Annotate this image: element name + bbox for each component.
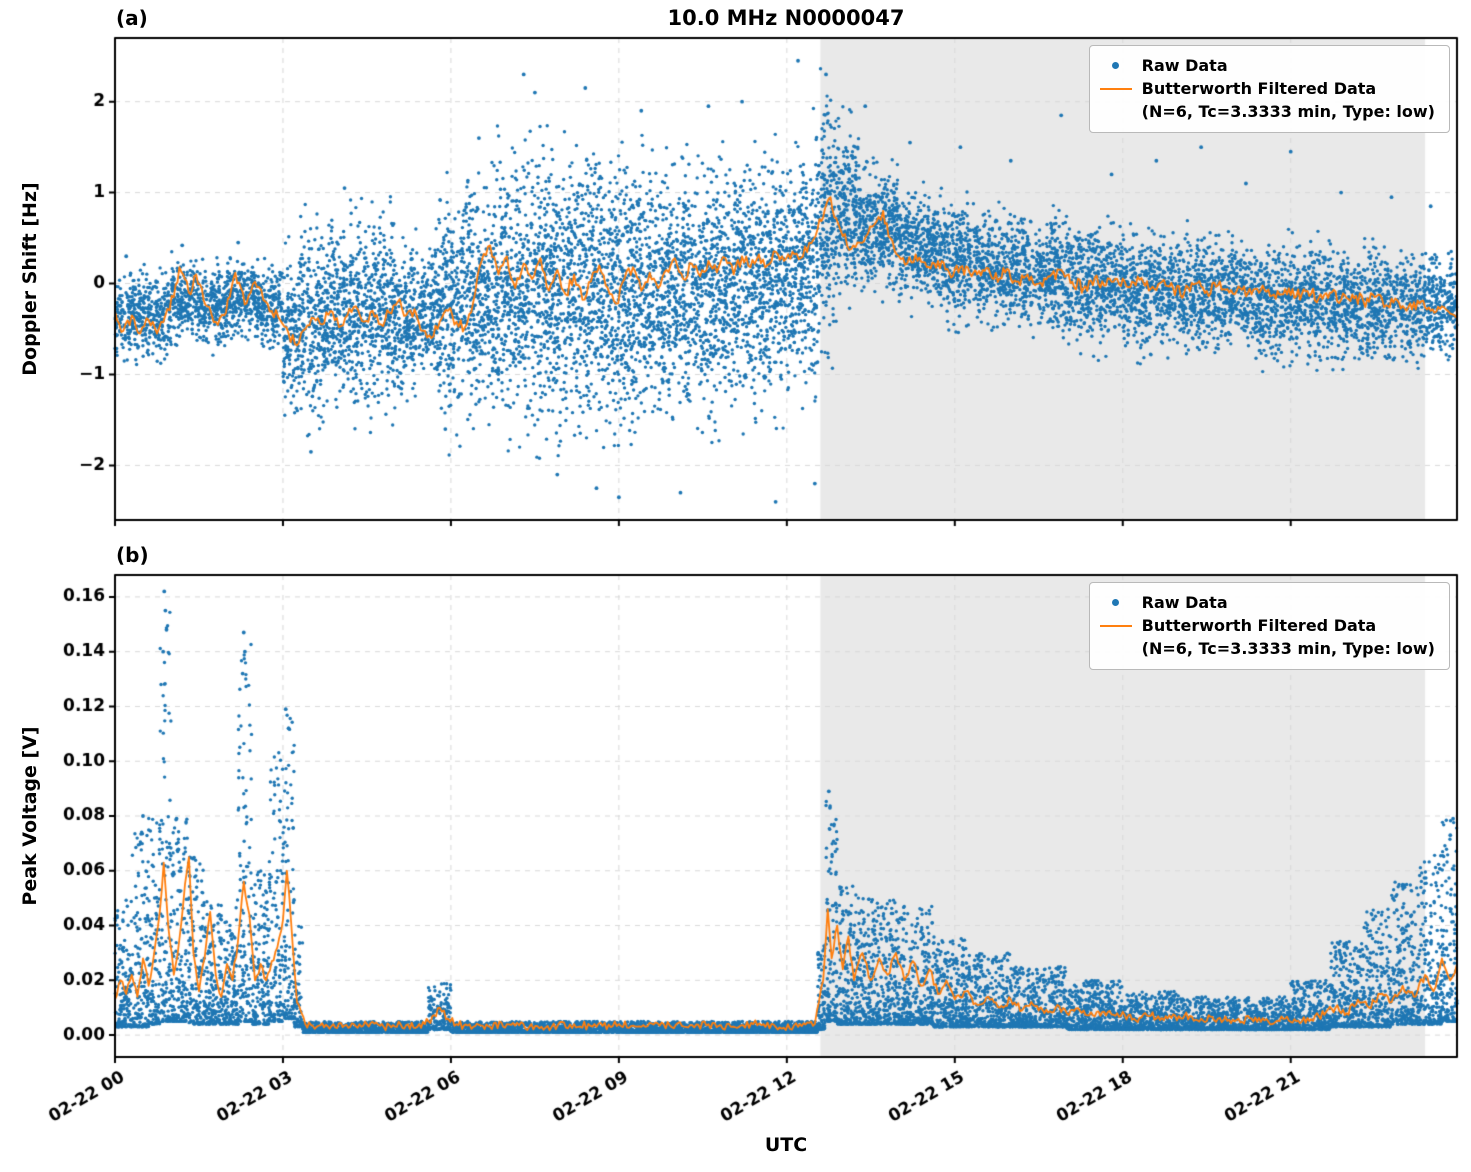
legend-filtered-sublabel: (N=6, Tc=3.3333 min, Type: low) — [1141, 102, 1435, 122]
legend-raw-label: Raw Data — [1141, 56, 1228, 75]
y-axis-label-voltage: Peak Voltage [V] — [19, 726, 41, 906]
legend-filtered-label: Butterworth Filtered Data — [1141, 79, 1377, 99]
filtered-line-marker-icon — [1099, 624, 1132, 627]
raw-data-marker-icon — [1111, 62, 1119, 70]
legend-entry-raw: Raw Data — [1100, 54, 1435, 77]
panel-a-label: (a) — [116, 6, 148, 30]
legend-filtered-sublabel: (N=6, Tc=3.3333 min, Type: low) — [1141, 639, 1435, 659]
panel-b-label: (b) — [116, 543, 149, 567]
legend-entry-filtered-sub: (N=6, Tc=3.3333 min, Type: low) — [1100, 637, 1435, 660]
legend-panel-a: Raw Data Butterworth Filtered Data (N=6,… — [1088, 45, 1450, 133]
legend-entry-filtered: Butterworth Filtered Data — [1099, 77, 1435, 100]
figure-title: 10.0 MHz N0000047 — [667, 6, 905, 30]
legend-entry-raw: Raw Data — [1100, 591, 1435, 614]
legend-filtered-label: Butterworth Filtered Data — [1141, 616, 1377, 636]
legend-panel-b: Raw Data Butterworth Filtered Data (N=6,… — [1088, 582, 1450, 670]
x-axis-label: UTC — [764, 1134, 808, 1156]
legend-raw-label: Raw Data — [1141, 593, 1228, 612]
legend-entry-filtered-sub: (N=6, Tc=3.3333 min, Type: low) — [1100, 100, 1435, 123]
raw-data-marker-icon — [1111, 599, 1119, 607]
y-axis-label-doppler: Doppler Shift [Hz] — [19, 182, 41, 376]
legend-entry-filtered: Butterworth Filtered Data — [1099, 614, 1435, 637]
filtered-line-marker-icon — [1099, 87, 1132, 90]
